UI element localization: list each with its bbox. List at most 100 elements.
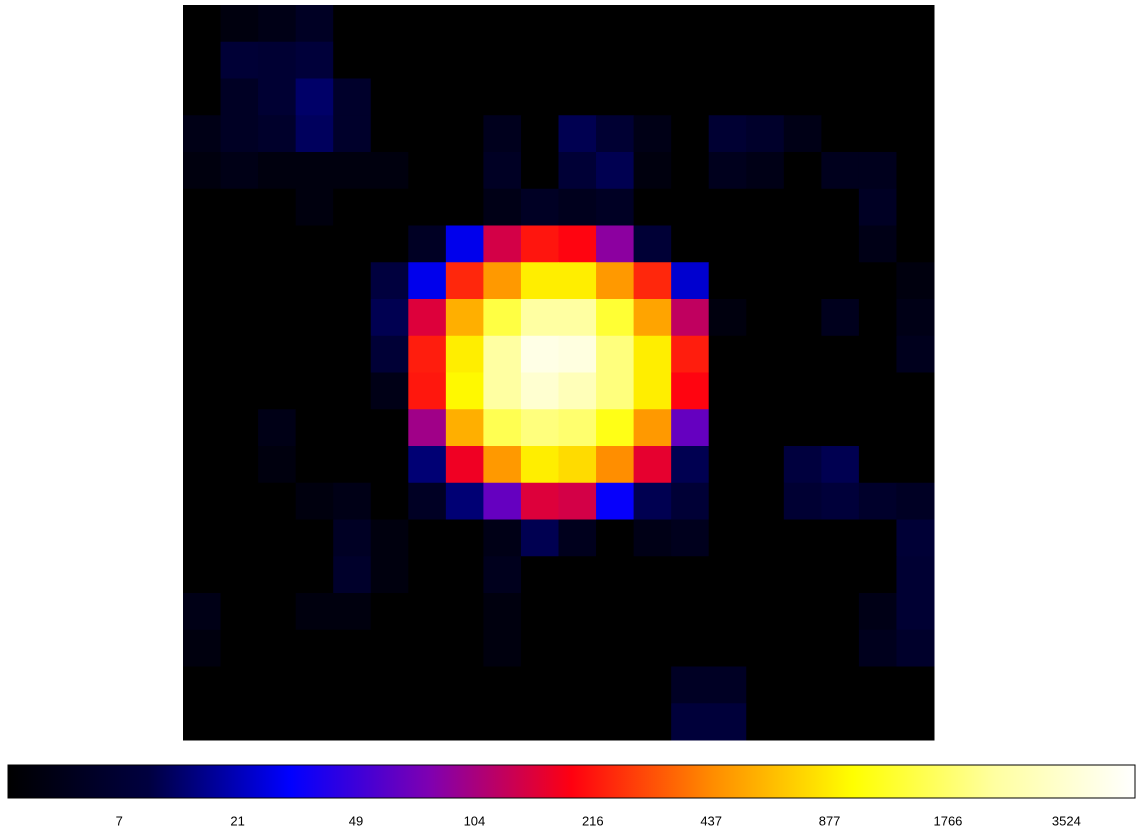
pixel <box>671 630 709 667</box>
pixel <box>371 226 409 263</box>
pixel <box>371 409 409 446</box>
pixel <box>746 299 784 336</box>
pixel <box>821 79 859 116</box>
pixel <box>596 115 634 152</box>
pixel <box>446 593 484 630</box>
pixel <box>896 483 934 520</box>
pixel <box>446 703 484 740</box>
pixel <box>896 593 934 630</box>
pixel <box>408 42 446 79</box>
pixel <box>746 630 784 667</box>
pixel <box>221 520 259 557</box>
pixel <box>371 373 409 410</box>
pixel <box>709 630 747 667</box>
pixel <box>821 703 859 740</box>
pixel <box>221 593 259 630</box>
pixel <box>634 593 672 630</box>
pixel <box>896 703 934 740</box>
pixel <box>821 42 859 79</box>
pixel <box>258 446 296 483</box>
pixel <box>821 556 859 593</box>
pixel <box>709 152 747 189</box>
pixel <box>333 115 371 152</box>
pixel <box>671 373 709 410</box>
pixel <box>408 556 446 593</box>
pixel <box>596 152 634 189</box>
pixel <box>371 262 409 299</box>
pixel <box>859 226 897 263</box>
pixel <box>258 79 296 116</box>
pixel <box>521 79 559 116</box>
pixel <box>559 152 597 189</box>
pixel <box>483 299 521 336</box>
pixel <box>896 189 934 226</box>
pixel <box>746 409 784 446</box>
pixel <box>559 446 597 483</box>
pixel <box>559 630 597 667</box>
pixel <box>483 336 521 373</box>
pixel <box>333 630 371 667</box>
pixel <box>296 556 334 593</box>
pixel <box>671 189 709 226</box>
pixel <box>333 336 371 373</box>
pixel <box>859 667 897 704</box>
pixel <box>821 226 859 263</box>
pixel <box>634 226 672 263</box>
pixel <box>896 556 934 593</box>
pixel <box>296 630 334 667</box>
pixel <box>634 556 672 593</box>
pixel <box>896 42 934 79</box>
pixel <box>408 520 446 557</box>
pixel <box>296 226 334 263</box>
pixel <box>896 226 934 263</box>
pixel <box>183 299 221 336</box>
pixel <box>634 152 672 189</box>
pixel <box>671 115 709 152</box>
pixel <box>408 336 446 373</box>
pixel <box>296 5 334 42</box>
pixel <box>709 5 747 42</box>
pixel <box>559 262 597 299</box>
pixel <box>671 703 709 740</box>
pixel <box>859 152 897 189</box>
pixel <box>333 409 371 446</box>
pixel <box>821 299 859 336</box>
pixel <box>784 189 822 226</box>
pixel <box>408 299 446 336</box>
pixel <box>784 115 822 152</box>
pixel <box>408 409 446 446</box>
pixel <box>746 152 784 189</box>
pixel <box>521 409 559 446</box>
pixel <box>671 446 709 483</box>
pixel <box>521 667 559 704</box>
pixel <box>408 152 446 189</box>
pixel <box>296 409 334 446</box>
pixel <box>221 667 259 704</box>
pixel <box>408 262 446 299</box>
pixel <box>821 152 859 189</box>
pixel <box>821 630 859 667</box>
pixel <box>634 483 672 520</box>
pixel <box>183 5 221 42</box>
colorbar-tick-label: 7 <box>116 813 123 828</box>
pixel <box>859 446 897 483</box>
pixel <box>559 189 597 226</box>
pixel <box>784 520 822 557</box>
pixel <box>258 593 296 630</box>
pixel <box>446 79 484 116</box>
pixel <box>784 667 822 704</box>
pixel <box>221 5 259 42</box>
pixel <box>521 152 559 189</box>
pixel <box>596 189 634 226</box>
pixel <box>521 520 559 557</box>
colorbar-tick-label: 877 <box>819 813 841 828</box>
pixel <box>371 667 409 704</box>
pixel <box>859 299 897 336</box>
pixel <box>258 336 296 373</box>
pixel <box>183 593 221 630</box>
pixel <box>559 409 597 446</box>
pixel <box>821 409 859 446</box>
pixel <box>709 42 747 79</box>
pixel <box>671 299 709 336</box>
pixel <box>183 189 221 226</box>
